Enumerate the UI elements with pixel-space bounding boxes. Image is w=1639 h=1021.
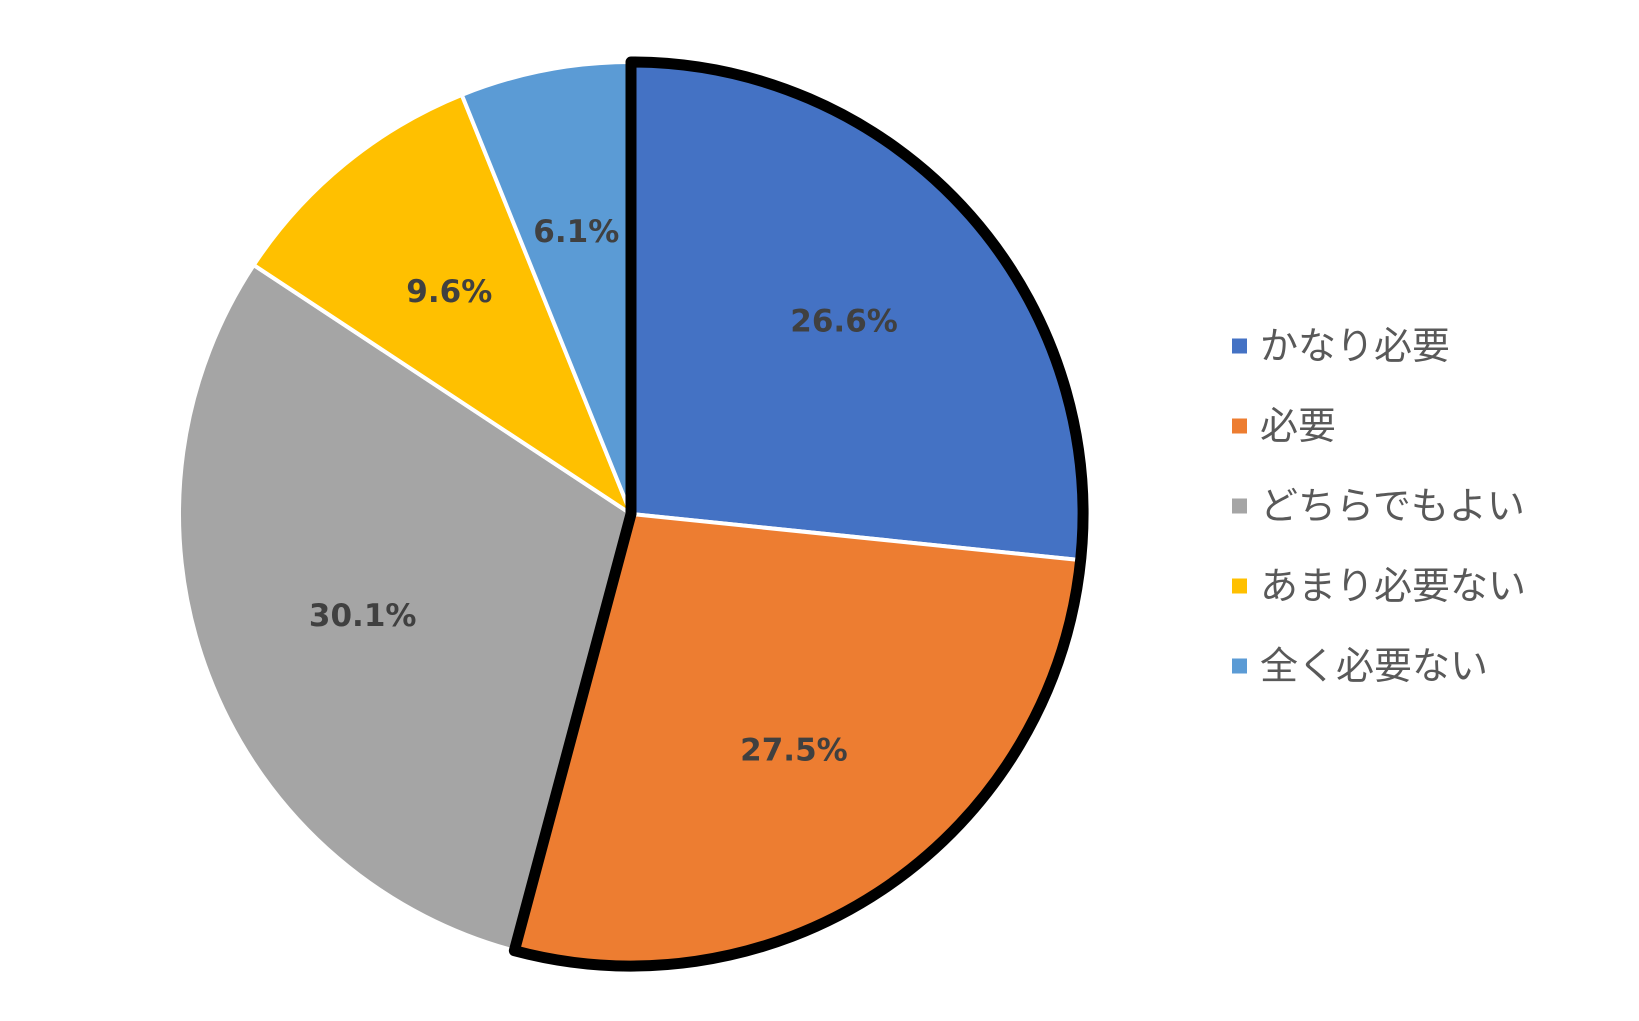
pie-slice-3 <box>177 263 633 953</box>
legend-item-3: どちらでもよい <box>1232 484 1525 528</box>
pie-slice-5 <box>459 60 633 516</box>
legend-swatch-2 <box>1232 418 1247 434</box>
data-label-4: 9.6% <box>406 274 492 310</box>
pie-slice-4 <box>251 92 633 516</box>
highlight-outline <box>508 56 1089 972</box>
legend-swatch-1 <box>1232 338 1247 354</box>
data-label-3: 30.1% <box>309 598 417 634</box>
legend-item-2: 必要 <box>1232 404 1336 448</box>
highlight-outline-group <box>508 56 1089 972</box>
data-labels: 26.6% 27.5% 30.1% 9.6% 6.1% <box>309 214 898 768</box>
data-label-5: 6.1% <box>533 214 619 250</box>
legend-item-5: 全く必要ない <box>1232 644 1488 688</box>
legend-swatch-3 <box>1232 498 1247 514</box>
legend-label-1: かなり必要 <box>1260 324 1450 368</box>
legend-swatch-5 <box>1232 658 1247 674</box>
data-label-2: 27.5% <box>740 732 848 768</box>
legend-label-3: どちらでもよい <box>1260 484 1525 528</box>
pie-slices <box>177 60 1085 968</box>
legend-label-2: 必要 <box>1260 404 1336 448</box>
data-label-1: 26.6% <box>790 304 898 340</box>
legend-item-4: あまり必要ない <box>1232 564 1526 608</box>
legend-item-1: かなり必要 <box>1232 324 1450 368</box>
legend-label-4: あまり必要ない <box>1260 564 1526 608</box>
legend-label-5: 全く必要ない <box>1260 644 1488 688</box>
legend-swatch-4 <box>1232 578 1247 594</box>
